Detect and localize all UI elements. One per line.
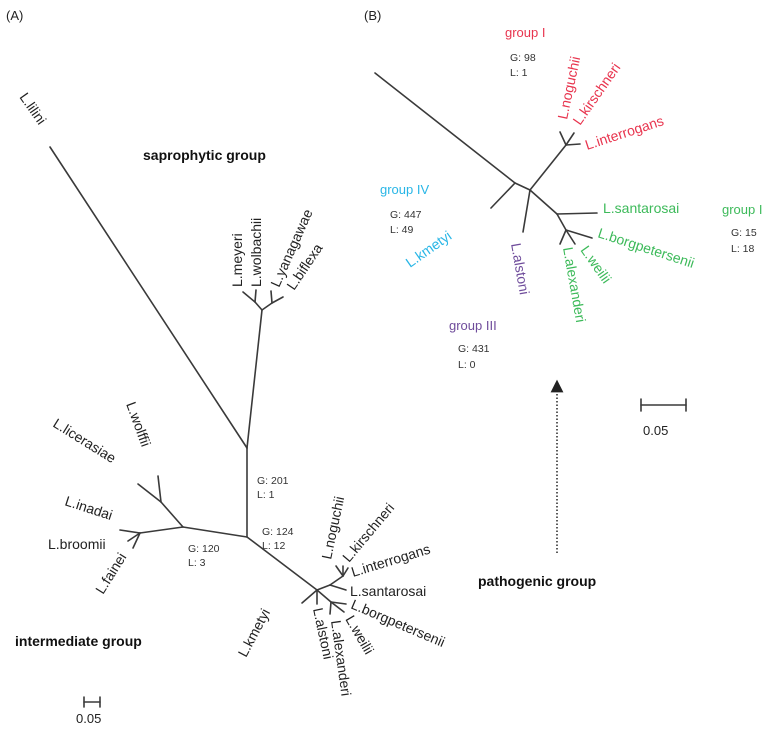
tree-b-branches <box>374 72 598 245</box>
group-iv: group IV G: 447 L: 49 <box>380 182 429 236</box>
panel-a-label: (A) <box>6 8 23 23</box>
branch-b-root <box>374 72 516 184</box>
taxon-fainei: L.fainei <box>92 550 129 597</box>
group-iii: group III G: 431 L: 0 <box>449 318 497 371</box>
branch-sap-sub1 <box>254 301 263 311</box>
branch-wolbachii <box>254 289 257 303</box>
panel-b-label: (B) <box>364 8 381 23</box>
taxon-lilini: L.lilini <box>17 90 50 128</box>
branch-pathogenic <box>246 536 318 591</box>
group-i-right-l: L: 18 <box>731 243 755 255</box>
branch-b-greenstem <box>529 189 558 215</box>
branch-b-noguchii <box>559 131 567 146</box>
branch-meyeri <box>242 291 256 303</box>
branch-b-kmetyi <box>490 182 516 209</box>
branch-sap-sub2 <box>261 302 273 311</box>
scale-a-label: 0.05 <box>76 711 101 726</box>
taxon-licerasiae: L.licerasiae <box>50 415 119 466</box>
branch-b-interrogans <box>565 143 581 146</box>
group-i-top: group I G: 98 L: 1 <box>505 25 545 79</box>
taxon-b-alstoni: L.alstoni <box>508 242 533 296</box>
branch-int-sub2 <box>139 526 184 534</box>
branch-b-alexanderi <box>559 229 567 245</box>
taxon-wolbachii: L.wolbachii <box>248 218 264 287</box>
group-i-top-l: L: 1 <box>510 67 528 79</box>
group-i-right-g: G: 15 <box>731 227 757 239</box>
branch-kmetyi <box>301 589 318 604</box>
scale-b-label: 0.05 <box>643 423 668 438</box>
group-iii-g: G: 431 <box>458 343 490 355</box>
branch-santarosai <box>329 584 347 591</box>
branch-inadai <box>119 529 141 534</box>
taxon-broomii: L.broomii <box>48 536 106 552</box>
branch-borgpetersenii <box>330 601 347 605</box>
branch-b-core <box>514 182 531 191</box>
taxon-b-santarosai: L.santarosai <box>603 200 679 216</box>
branch-yanagawae <box>270 290 273 304</box>
branch-lilini <box>49 146 248 449</box>
stat-201-g: G: 201 <box>257 475 289 487</box>
branch-b-santarosai <box>556 212 598 215</box>
branch-weilii <box>330 601 345 613</box>
branch-alexanderi <box>329 601 332 615</box>
stat-120-g: G: 120 <box>188 543 220 555</box>
branch-fainei <box>132 532 141 549</box>
group-i-right-name: group I <box>722 202 762 217</box>
tree-a-taxa: L.lilini L.meyeri L.wolbachii L.yanagawa… <box>17 90 448 697</box>
panel-a: (A) <box>6 8 448 726</box>
branch-path-c <box>329 575 344 586</box>
taxon-b-weilii: L.weilii <box>578 243 615 287</box>
taxon-kmetyi: L.kmetyi <box>235 606 274 660</box>
branch-biflexa <box>271 296 284 304</box>
branch-int-sub <box>160 501 184 528</box>
group-i-right: group I G: 15 L: 18 <box>722 202 762 255</box>
taxon-meyeri: L.meyeri <box>229 233 245 287</box>
branch-wolffii <box>157 475 162 503</box>
group-iv-g: G: 447 <box>390 209 422 221</box>
branch-noguchii <box>335 565 344 577</box>
branch-b-borgpetersenii <box>565 229 593 239</box>
branch-path-a <box>316 589 332 603</box>
branch-saprophytic <box>246 309 263 449</box>
group-iv-l: L: 49 <box>390 224 414 236</box>
group-iii-name: group III <box>449 318 497 333</box>
scale-bar-a: 0.05 <box>76 696 101 726</box>
group-iv-name: group IV <box>380 182 429 197</box>
branch-b-group1 <box>529 144 567 191</box>
branch-b-green-sub <box>556 213 567 231</box>
taxon-b-borgpetersenii: L.borgpetersenii <box>596 225 696 271</box>
stat-201-l: L: 1 <box>257 489 275 501</box>
group-iii-l: L: 0 <box>458 359 476 371</box>
branch-b-weilii <box>565 229 576 245</box>
saprophytic-group-label: saprophytic group <box>143 147 266 163</box>
taxon-inadai: L.inadai <box>63 493 115 523</box>
branch-b-kirschneri <box>565 132 575 146</box>
branch-b-alstoni <box>522 189 531 233</box>
group-i-top-name: group I <box>505 25 545 40</box>
branch-intermediate <box>182 526 248 538</box>
scale-bar-b: 0.05 <box>640 398 687 438</box>
group-i-top-g: G: 98 <box>510 52 536 64</box>
tree-a-branches <box>49 146 349 615</box>
panel-b: (B) L.noguchii L.kirschneri L.interrogan… <box>364 8 762 589</box>
taxon-santarosai: L.santarosai <box>350 583 426 599</box>
pathogenic-group-label: pathogenic group <box>478 573 596 589</box>
tree-a-stats: G: 201 L: 1 G: 124 L: 12 G: 120 L: 3 <box>188 475 294 569</box>
intermediate-group-label: intermediate group <box>15 633 142 649</box>
taxon-b-interrogans: L.interrogans <box>583 112 666 152</box>
branch-interrogans <box>342 567 349 577</box>
branch-broomii <box>127 532 141 542</box>
branch-path-b <box>316 584 331 591</box>
branch-licerasiae <box>137 483 162 503</box>
tree-b-taxa: L.noguchii L.kirschneri L.interrogans L.… <box>403 55 697 324</box>
taxon-wolffii: L.wolffii <box>123 400 154 449</box>
stat-120-l: L: 3 <box>188 557 206 569</box>
stat-124-g: G: 124 <box>262 526 294 538</box>
stat-124-l: L: 12 <box>262 540 286 552</box>
